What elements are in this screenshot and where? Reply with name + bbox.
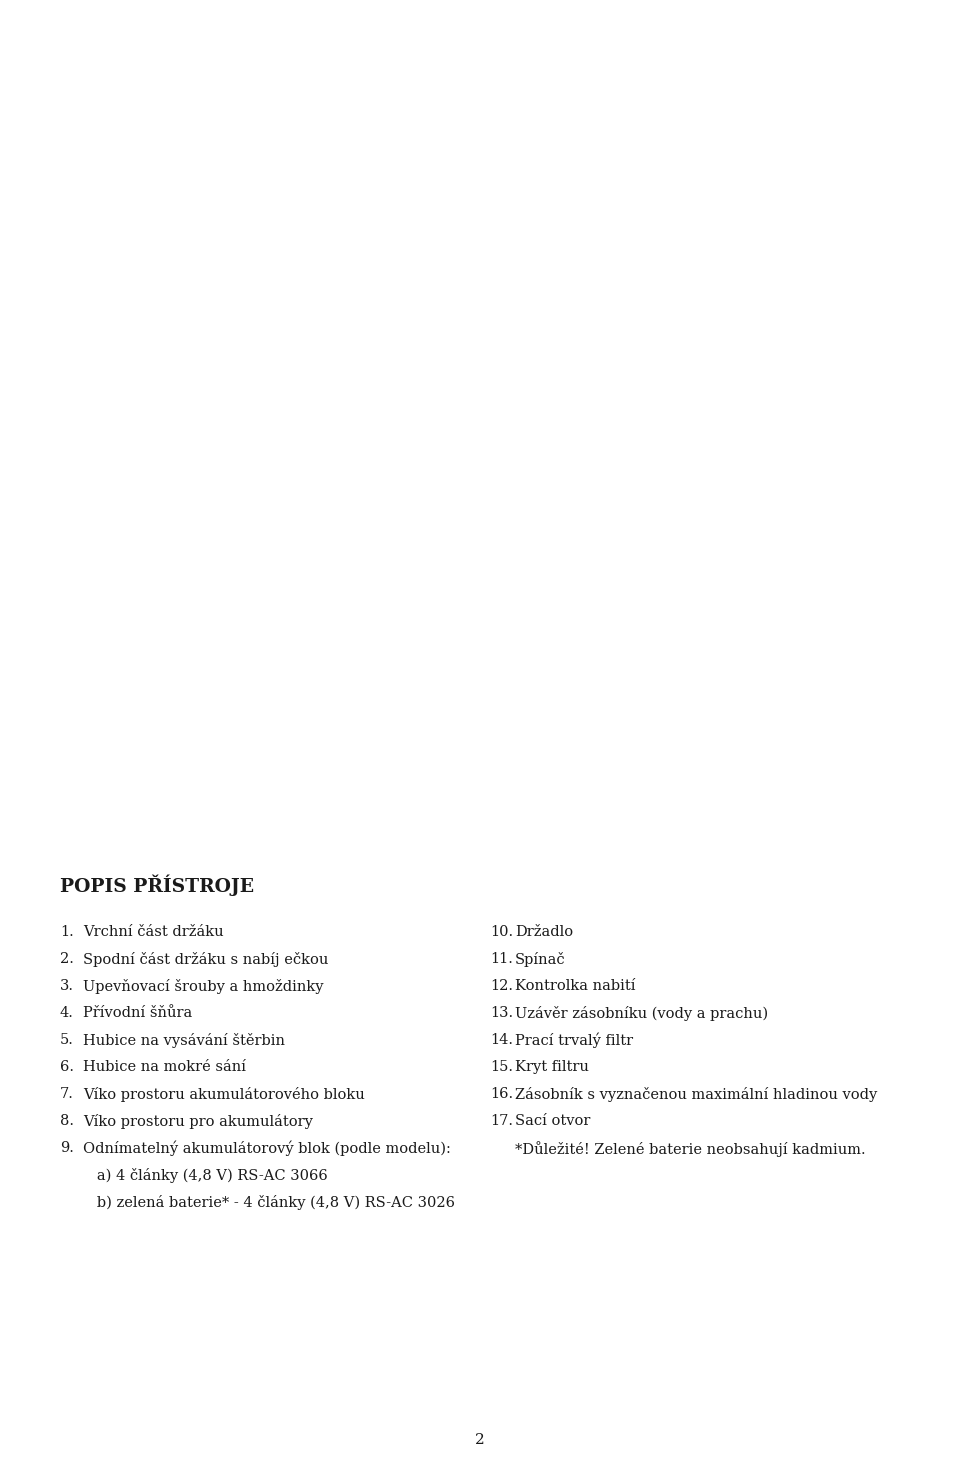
Text: 2: 2 — [475, 1433, 485, 1446]
Text: a) 4 články (4,8 V) RS-AC 3066: a) 4 články (4,8 V) RS-AC 3066 — [83, 1167, 327, 1183]
Text: Vrchní část držáku: Vrchní část držáku — [83, 925, 224, 939]
Text: b) zelená baterie* - 4 články (4,8 V) RS-AC 3026: b) zelená baterie* - 4 články (4,8 V) RS… — [83, 1195, 455, 1210]
Text: Přívodní šňůra: Přívodní šňůra — [83, 1007, 192, 1020]
Text: Odnímatelný akumulátorový blok (podle modelu):: Odnímatelný akumulátorový blok (podle mo… — [83, 1141, 451, 1157]
Text: Hubice na mokré sání: Hubice na mokré sání — [83, 1061, 246, 1074]
Text: 16.: 16. — [490, 1087, 514, 1102]
Text: Zásobník s vyznačenou maximální hladinou vody: Zásobník s vyznačenou maximální hladinou… — [515, 1087, 877, 1102]
Text: Víko prostoru akumulátorového bloku: Víko prostoru akumulátorového bloku — [83, 1087, 365, 1102]
Text: Sací otvor: Sací otvor — [515, 1113, 590, 1128]
Text: 2.: 2. — [60, 953, 74, 966]
Text: Kryt filtru: Kryt filtru — [515, 1061, 588, 1074]
Text: POPIS PŘÍSTROJE: POPIS PŘÍSTROJE — [60, 875, 254, 897]
Text: Víko prostoru pro akumulátory: Víko prostoru pro akumulátory — [83, 1113, 313, 1129]
Text: 12.: 12. — [490, 979, 513, 993]
Text: Uzávěr zásobníku (vody a prachu): Uzávěr zásobníku (vody a prachu) — [515, 1007, 768, 1021]
Text: *Důležité! Zelené baterie neobsahují kadmium.: *Důležité! Zelené baterie neobsahují kad… — [515, 1141, 866, 1157]
Text: Upevňovací šrouby a hmoždinky: Upevňovací šrouby a hmoždinky — [83, 979, 324, 993]
Text: Kontrolka nabití: Kontrolka nabití — [515, 979, 636, 993]
Text: 11.: 11. — [490, 953, 513, 966]
Text: 15.: 15. — [490, 1061, 513, 1074]
Text: 5.: 5. — [60, 1033, 74, 1048]
Text: Spodní část držáku s nabíj ečkou: Spodní část držáku s nabíj ečkou — [83, 953, 328, 967]
Text: Prací trvalý filtr: Prací trvalý filtr — [515, 1033, 634, 1049]
Text: 3.: 3. — [60, 979, 74, 993]
Text: 6.: 6. — [60, 1061, 74, 1074]
Text: 8.: 8. — [60, 1113, 74, 1128]
Text: 14.: 14. — [490, 1033, 513, 1048]
Text: 10.: 10. — [490, 925, 514, 939]
Text: Hubice na vysávání štěrbin: Hubice na vysávání štěrbin — [83, 1033, 285, 1048]
Text: Držadlo: Držadlo — [515, 925, 573, 939]
Bar — [0, 0, 960, 820]
Text: 9.: 9. — [60, 1141, 74, 1156]
Text: 17.: 17. — [490, 1113, 513, 1128]
Text: Spínač: Spínač — [515, 953, 565, 967]
Text: 4.: 4. — [60, 1007, 74, 1020]
Text: 13.: 13. — [490, 1007, 514, 1020]
Text: 1.: 1. — [60, 925, 74, 939]
Text: 7.: 7. — [60, 1087, 74, 1102]
